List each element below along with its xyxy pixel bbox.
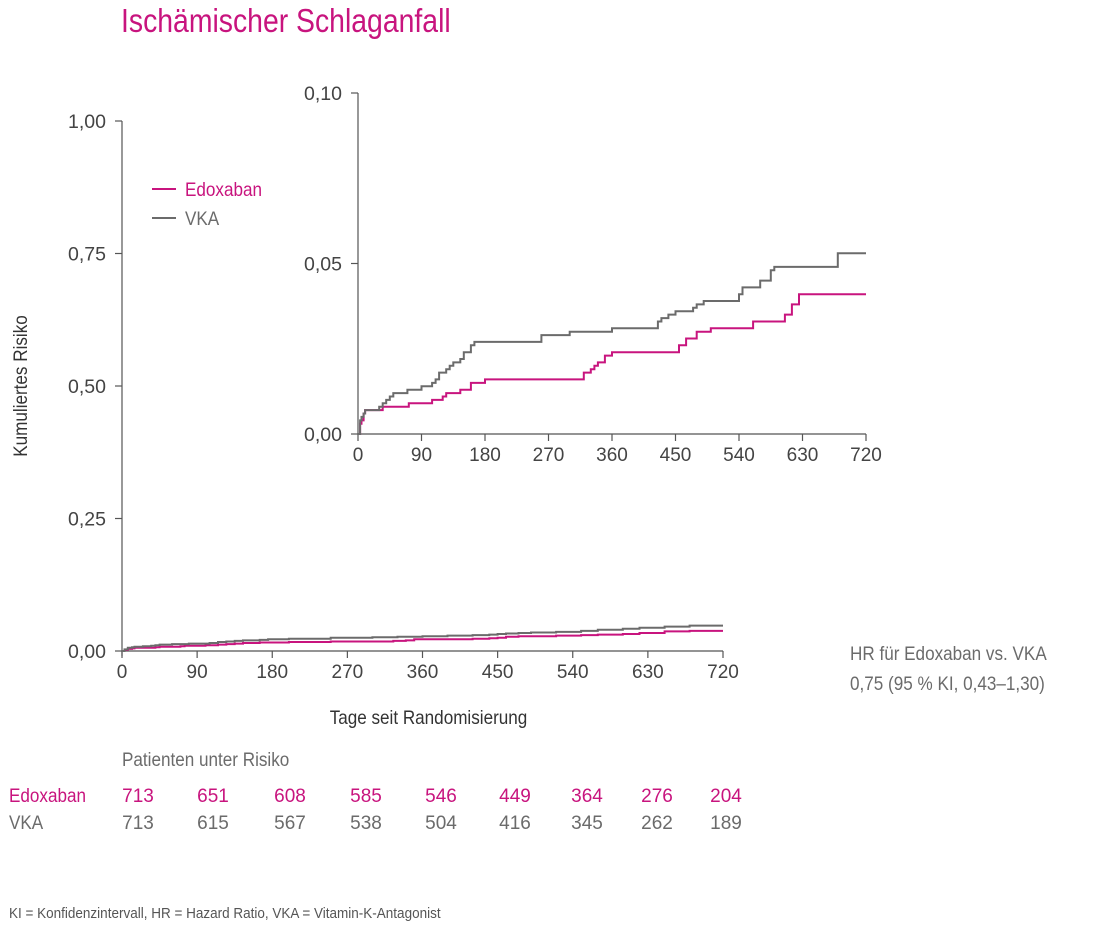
x-tick-label: 360 xyxy=(407,662,439,683)
x-tick-label: 540 xyxy=(723,445,755,466)
x-tick-label: 540 xyxy=(557,662,589,683)
risk-cell: 364 xyxy=(571,786,603,807)
chart-title: Ischämischer Schlaganfall xyxy=(121,2,451,39)
y-axis-title: Kumuliertes Risiko xyxy=(10,315,31,456)
x-tick-label: 270 xyxy=(533,445,565,466)
kaplan-meier-chart: 0,00 0,25 0,50 0,75 1,00 0 90 180 270 360 450 540 63… xyxy=(10,84,882,728)
risk-cell: 546 xyxy=(425,786,457,807)
risk-cell: 538 xyxy=(350,813,382,834)
risk-cell: 651 xyxy=(197,786,229,807)
series-edoxaban-line xyxy=(122,629,723,652)
risk-cell: 608 xyxy=(274,786,306,807)
x-tick-label: 450 xyxy=(660,445,692,466)
x-tick-label: 630 xyxy=(632,662,664,683)
footnote: KI = Konfidenzintervall, HR = Hazard Rat… xyxy=(9,905,441,922)
x-tick-label: 0 xyxy=(353,445,364,466)
x-tick-label: 360 xyxy=(596,445,628,466)
risk-cell: 262 xyxy=(641,813,673,834)
hazard-ratio-box: HR für Edoxaban vs. VKA 0,75 (95 % KI, 0… xyxy=(850,640,1047,700)
inset-series-vka-line xyxy=(358,252,866,435)
risk-cell: 585 xyxy=(350,786,382,807)
y-tick-label: 0,05 xyxy=(304,255,342,276)
y-tick-label: 0,00 xyxy=(304,425,342,446)
x-tick-label: 270 xyxy=(332,662,364,683)
risk-row-label: Edoxaban xyxy=(9,786,87,807)
x-tick-label: 90 xyxy=(411,445,432,466)
legend-label: VKA xyxy=(185,208,220,229)
y-tick-label: 0,25 xyxy=(68,510,106,531)
legend-label: Edoxaban xyxy=(185,179,262,200)
hazard-ratio-value: 0,75 (95 % KI, 0,43–1,30) xyxy=(850,674,1045,695)
x-tick-label: 180 xyxy=(469,445,501,466)
x-tick-label: 90 xyxy=(187,662,208,683)
risk-cell: 567 xyxy=(274,813,306,834)
x-tick-label: 630 xyxy=(787,445,819,466)
risk-cell: 615 xyxy=(197,813,229,834)
risk-row-edoxaban: Edoxaban 713 651 608 585 546 449 364 276… xyxy=(0,786,800,812)
hazard-ratio-label: HR für Edoxaban vs. VKA xyxy=(850,644,1047,665)
inset-series-edoxaban-line xyxy=(358,293,866,435)
risk-table-header: Patienten unter Risiko xyxy=(122,750,290,771)
y-tick-label: 0,75 xyxy=(68,245,106,266)
risk-cell: 713 xyxy=(122,786,154,807)
x-axis-title: Tage seit Randomisierung xyxy=(330,707,528,728)
risk-cell: 345 xyxy=(571,813,603,834)
risk-cell: 504 xyxy=(425,813,457,834)
risk-row-vka: VKA 713 615 567 538 504 416 345 262 189 xyxy=(0,813,800,839)
risk-cell: 189 xyxy=(710,813,742,834)
x-tick-label: 450 xyxy=(482,662,514,683)
risk-cell: 416 xyxy=(499,813,531,834)
x-tick-label: 180 xyxy=(256,662,288,683)
risk-cell: 713 xyxy=(122,813,154,834)
risk-cell: 449 xyxy=(499,786,531,807)
series-vka-line xyxy=(122,624,723,652)
x-tick-label: 720 xyxy=(850,445,882,466)
y-tick-label: 0,10 xyxy=(304,84,342,105)
y-tick-label: 1,00 xyxy=(68,112,106,133)
y-tick-label: 0,00 xyxy=(68,642,106,663)
risk-row-label: VKA xyxy=(9,813,44,834)
y-tick-label: 0,50 xyxy=(68,377,106,398)
risk-cell: 204 xyxy=(710,786,742,807)
risk-cell: 276 xyxy=(641,786,673,807)
x-tick-label: 0 xyxy=(117,662,128,683)
x-tick-label: 720 xyxy=(707,662,739,683)
